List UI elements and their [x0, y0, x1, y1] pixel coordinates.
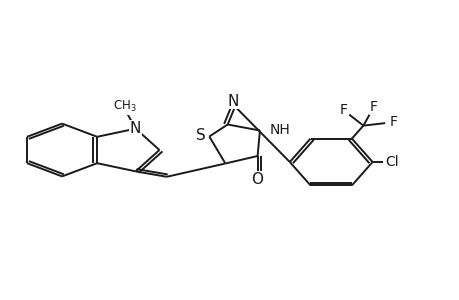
Text: Cl: Cl	[384, 155, 398, 169]
Text: O: O	[251, 172, 263, 187]
Text: F: F	[369, 100, 377, 114]
Text: N: N	[227, 94, 238, 109]
Text: CH$_3$: CH$_3$	[112, 99, 136, 114]
Text: S: S	[196, 128, 206, 142]
Text: NH: NH	[269, 123, 290, 137]
Text: F: F	[388, 115, 397, 129]
Text: N: N	[130, 121, 141, 136]
Text: F: F	[339, 103, 347, 118]
